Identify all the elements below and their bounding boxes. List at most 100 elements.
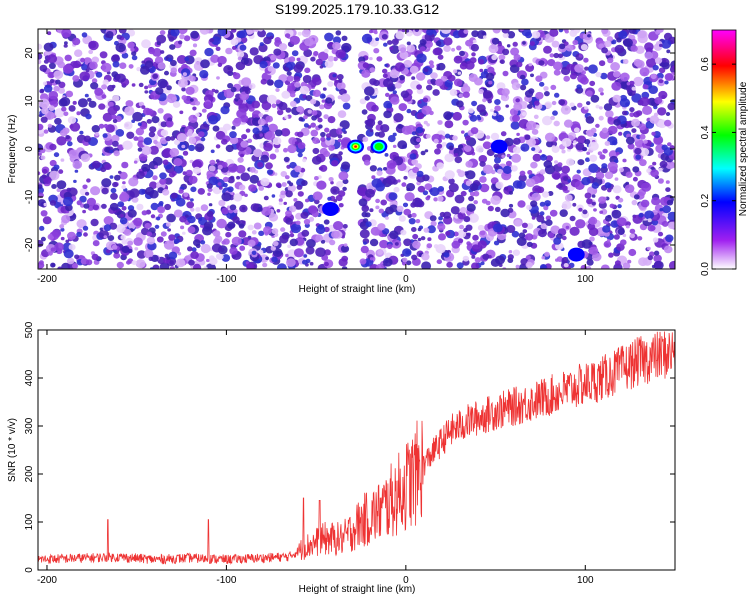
heatmap-cell [398,74,405,81]
heatmap-cell [113,252,121,259]
heatmap-cell [614,44,625,54]
heatmap-cell [94,132,100,136]
heatmap-cell [132,111,143,122]
heatmap-cell [204,47,214,57]
heatmap-cell [215,46,221,51]
heatmap-cell [293,76,301,82]
heatmap-cell [552,110,558,116]
heatmap-cell [91,78,98,84]
heatmap-cell [502,70,509,77]
heatmap-cell [247,224,254,231]
heatmap-cell [382,73,388,78]
heatmap-cell [659,43,663,48]
heatmap-cell [457,229,467,238]
heatmap-cell [55,79,61,85]
heatmap-cell [301,229,310,237]
heatmap-cell [112,140,119,147]
heatmap-cell [420,236,426,241]
heatmap-cell [232,216,240,224]
heatmap-cell [165,136,172,142]
heatmap-cell [136,66,142,72]
heatmap-cell [124,106,135,116]
heatmap-cell [165,222,171,227]
heatmap-hotspot [567,247,585,262]
heatmap-cell [528,88,535,94]
heatmap-cell [136,250,147,259]
heatmap-cell [588,216,598,225]
heatmap-cell [167,57,173,62]
heatmap-cell [261,206,272,216]
heatmap-cell [341,266,348,269]
heatmap-cell [468,195,475,202]
heatmap-cell [170,59,177,67]
heatmap-cell [480,261,485,266]
heatmap-cell [107,84,115,92]
heatmap-cell [221,192,232,202]
heatmap-cell [183,35,191,42]
heatmap-cell [338,258,348,267]
heatmap-cell [95,71,103,78]
heatmap-cell [394,82,402,89]
heatmap-cell [149,181,158,189]
x-tick-label: -200 [37,274,57,285]
heatmap-cell [459,62,468,70]
heatmap-cell [558,29,564,33]
heatmap-cell [138,82,144,88]
heatmap-cell [68,244,76,251]
heatmap-cell [103,216,114,225]
heatmap-cell [607,161,618,171]
heatmap-cell [519,170,526,176]
heatmap-cell [337,134,343,139]
heatmap-cell [604,141,611,146]
heatmap-cell [561,257,568,264]
heatmap-cell [608,125,618,135]
heatmap-cell [239,44,247,51]
heatmap-cell [230,86,237,93]
heatmap-cell [536,214,545,223]
heatmap-cell [263,36,272,45]
heatmap-cell [457,71,462,75]
heatmap-cell [412,233,419,240]
heatmap-cell [341,42,352,53]
heatmap-cell [104,163,112,170]
heatmap-cell [403,175,408,180]
heatmap-cell [312,191,323,201]
heatmap-cell [451,47,456,52]
heatmap-cell [589,236,595,242]
heatmap-cell [544,101,553,109]
heatmap-cell [207,187,213,192]
heatmap-cell [229,136,239,145]
heatmap-cell [278,43,288,51]
heatmap-cell [140,65,150,75]
heatmap-cell [142,166,148,172]
heatmap-cell [488,80,493,85]
heatmap-cell [218,186,223,190]
heatmap-cell [657,178,664,184]
heatmap-cell [417,227,422,232]
heatmap-cell [297,31,302,36]
heatmap-cell [419,39,427,46]
heatmap-cell [141,145,152,156]
heatmap-cell [493,163,500,170]
heatmap-cell [245,89,251,95]
heatmap-cell [61,214,71,224]
heatmap-cell [252,110,262,119]
heatmap-cell [155,87,164,95]
heatmap-cell [649,115,659,124]
heatmap-cell [384,63,388,67]
heatmap-cell [179,110,184,115]
heatmap-cell [222,182,228,188]
heatmap-cell [171,171,177,176]
heatmap-cell [86,197,96,207]
heatmap-cell [406,260,412,266]
heatmap-cell [104,146,111,153]
heatmap-cell [625,224,630,229]
heatmap-cell [585,157,590,162]
heatmap-cell [208,255,215,261]
heatmap-cell [434,148,441,155]
heatmap-cell [642,84,649,90]
heatmap-cell [375,198,380,204]
heatmap-cell [664,119,672,127]
heatmap-cell [456,100,464,108]
heatmap-cell [437,54,444,60]
